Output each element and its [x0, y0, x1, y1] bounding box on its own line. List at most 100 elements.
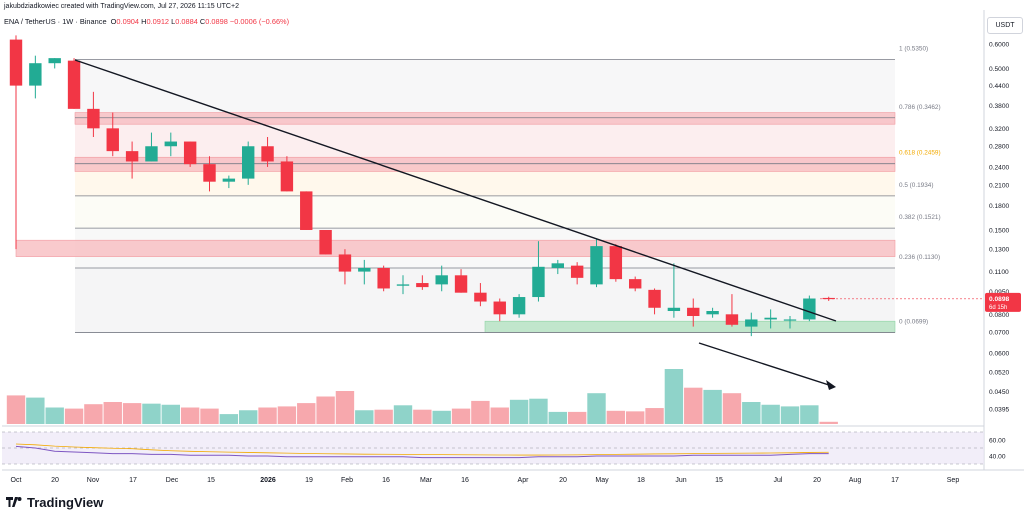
candle	[280, 156, 294, 192]
candle-body	[648, 289, 661, 308]
candle-body	[125, 151, 139, 162]
currency-button[interactable]: USDT	[987, 17, 1023, 34]
candle-body	[396, 284, 410, 286]
support-zone	[484, 320, 896, 333]
volume-bar	[84, 404, 103, 424]
volume-bar	[26, 397, 45, 424]
fib-label: 0.5 (0.1934)	[899, 182, 933, 189]
candle	[48, 58, 61, 69]
price-tick-label: 0.0520	[989, 370, 1010, 377]
price-tick-label: 0.0395	[989, 407, 1010, 414]
candle	[803, 295, 816, 322]
volume-bar	[413, 409, 432, 424]
price-tick-label: 0.0800	[989, 312, 1010, 319]
volume-bar	[780, 406, 800, 424]
symbol-legend: ENA / TetherUS · 1W · Binance O0.0904 H0…	[4, 17, 289, 26]
candle-body	[319, 229, 332, 255]
volume-bar	[239, 410, 258, 424]
candle-body	[164, 141, 177, 147]
volume-bar	[355, 410, 374, 424]
price-tick-label: 0.1500	[989, 227, 1010, 234]
candle-body	[629, 279, 642, 289]
tradingview-logo[interactable]: TradingView	[6, 495, 103, 510]
price-tick-label: 0.1100	[989, 269, 1009, 276]
candle-body	[435, 275, 448, 285]
time-tick-label: Aug	[849, 477, 862, 484]
trend-line	[74, 59, 837, 322]
candle-body	[377, 267, 390, 289]
candle-body	[512, 297, 526, 315]
candle	[396, 275, 410, 295]
candle	[783, 316, 797, 329]
resistance-zone	[74, 112, 896, 125]
volume-bar	[451, 408, 471, 424]
candle	[203, 156, 216, 192]
volume-bar	[297, 403, 316, 424]
rsi-ma-line	[15, 443, 829, 456]
candle	[551, 259, 564, 275]
candle	[164, 132, 177, 157]
candle-body	[145, 146, 158, 162]
candle	[532, 241, 545, 302]
time-tick-label: Sep	[947, 477, 960, 484]
candle	[493, 298, 506, 322]
volume-bar	[258, 407, 277, 424]
time-tick-label: Jul	[774, 477, 783, 484]
time-tick-label: Apr	[518, 477, 530, 484]
time-tick-label: 18	[637, 477, 645, 484]
candle	[725, 294, 739, 327]
candle-body	[280, 161, 294, 192]
time-tick-label: 15	[207, 477, 215, 484]
rsi-line	[15, 445, 829, 459]
attribution-text: jakubdziadkowiec created with TradingVie…	[4, 3, 239, 10]
price-tick-label: 0.0950	[989, 289, 1010, 296]
candle-body	[532, 266, 545, 298]
price-tick-label: 0.0700	[989, 330, 1010, 337]
volume-bar	[490, 407, 509, 424]
candle	[106, 112, 119, 157]
candle-body	[183, 141, 197, 165]
open-value: 0.0904	[116, 17, 140, 26]
candle-body	[29, 63, 42, 86]
time-tick-label: Mar	[420, 477, 433, 484]
close-value: 0.0898	[205, 17, 228, 26]
volume-bar	[742, 402, 761, 424]
volume-bar	[432, 410, 451, 424]
candle	[687, 298, 700, 327]
candle-body	[570, 265, 584, 278]
candle	[590, 239, 603, 288]
volume-bar	[509, 399, 529, 424]
volume-bar	[703, 389, 722, 424]
price-tick-label: 0.3200	[989, 126, 1010, 133]
volume-bar	[374, 409, 393, 424]
rsi-tick-label: 40.00	[989, 454, 1006, 461]
candle	[242, 141, 255, 185]
fib-label: 0.786 (0.3462)	[899, 104, 941, 111]
arrow-head	[826, 380, 836, 390]
volume-bar	[567, 411, 587, 424]
candle-body	[764, 317, 777, 320]
close-label: C	[199, 17, 206, 26]
candle	[706, 307, 719, 318]
time-tick-label: 16	[461, 477, 469, 484]
brand-name: TradingView	[27, 495, 104, 510]
candle	[648, 288, 661, 315]
candle-body	[725, 314, 739, 325]
candle-body	[493, 301, 506, 315]
candle	[222, 175, 236, 189]
volume-bar	[548, 411, 567, 424]
volume-bar	[626, 411, 645, 424]
time-tick-label: 16	[382, 477, 390, 484]
candle	[570, 262, 584, 285]
candle-body	[222, 178, 236, 182]
volume-bar	[645, 408, 664, 424]
volume-bar	[6, 395, 26, 424]
price-tick-label: 0.0450	[989, 389, 1010, 396]
time-tick-label: 20	[51, 477, 59, 484]
candle	[261, 136, 274, 167]
candle-body	[106, 128, 119, 152]
price-chart[interactable]: 1 (0.5350) 0.786 (0.3462) 0.618 (0.2459) 0.…	[0, 0, 1024, 492]
volume-bar	[529, 398, 548, 424]
candle	[667, 263, 681, 318]
candle-body	[261, 146, 274, 162]
